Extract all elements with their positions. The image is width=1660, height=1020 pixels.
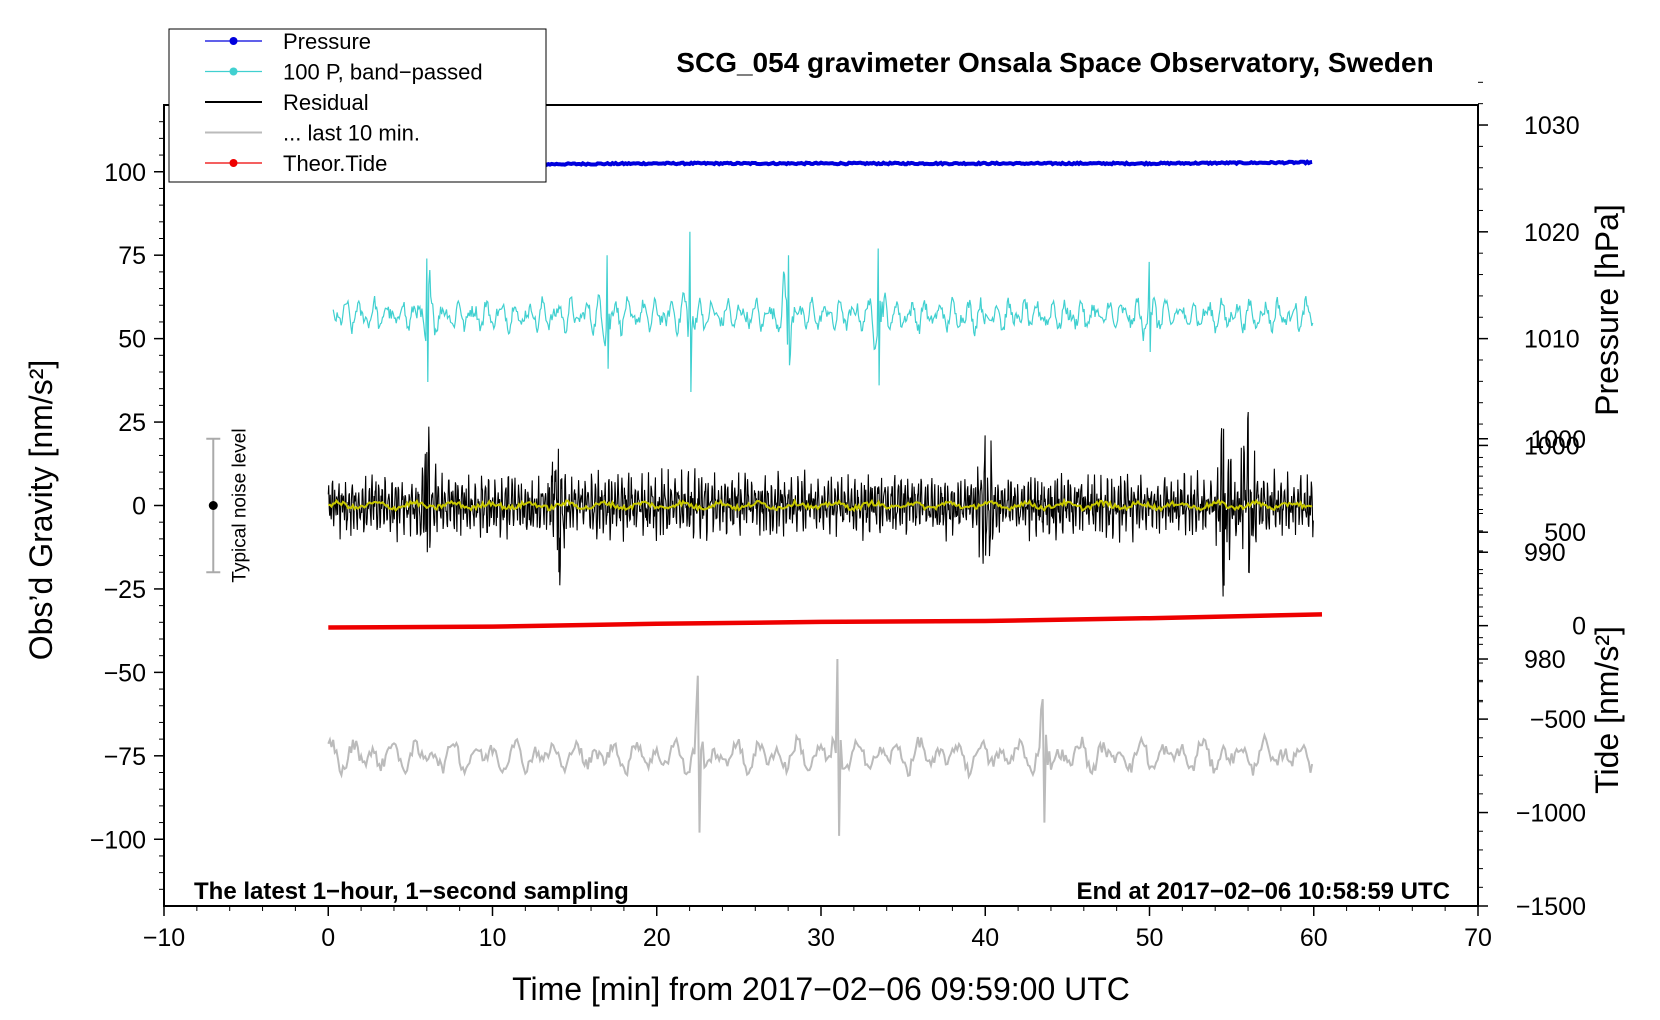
y-axis-pressure-title: Pressure [hPa] (1589, 204, 1625, 416)
y-pressure-tick-label: 1020 (1524, 219, 1580, 247)
series-residual (327, 411, 1314, 597)
y-left-tick-label: −50 (104, 659, 146, 687)
y-pressure-tick-label: 980 (1524, 646, 1566, 674)
legend: Pressure 100 P, band−passed Residual ... la… (168, 28, 547, 183)
legend-label-4: Theor.Tide (283, 151, 387, 176)
legend-label-3: ... last 10 min. (283, 121, 420, 146)
legend-marker-0 (229, 37, 238, 45)
y-tide-tick-label: −1500 (1516, 893, 1586, 921)
y-left-tick-label: 25 (118, 409, 146, 437)
y-left-tick-label: 0 (132, 493, 146, 521)
chart-title: SCG_054 gravimeter Onsala Space Observat… (676, 47, 1433, 78)
y-left-tick-label: 50 (118, 326, 146, 354)
y-left-tick-label: −100 (90, 826, 146, 854)
y-tide-tick-label: 500 (1544, 519, 1586, 547)
y-axis-tide-title: Tide [nm/s²] (1589, 626, 1625, 794)
y-axis-left-title: Obs’d Gravity [nm/s²] (23, 360, 59, 661)
x-tick-label: 60 (1300, 924, 1328, 952)
y-left-tick-label: −25 (104, 576, 146, 604)
ticks-layer: −10 0 10 20 30 40 50 60 701007550250−25−50−75−10… (90, 81, 1586, 952)
legend-label-2: Residual (283, 90, 369, 115)
noise-level-indicator: Typical noise level (206, 428, 250, 583)
x-tick-label: 20 (643, 924, 671, 952)
noise-level-label: Typical noise level (229, 428, 250, 582)
series-residual-smoothed (327, 497, 1313, 513)
x-tick-label: 10 (479, 924, 507, 952)
x-axis-title: Time [min] from 2017−02−06 09:59:00 UTC (512, 971, 1130, 1007)
y-left-tick-label: 100 (104, 159, 146, 187)
annotation-sampling: The latest 1−hour, 1−second sampling (194, 878, 629, 905)
x-tick-label: 30 (807, 924, 835, 952)
y-pressure-tick-label: 1000 (1524, 432, 1580, 460)
y-pressure-tick-label: 1030 (1524, 112, 1580, 140)
x-tick-label: 40 (971, 924, 999, 952)
x-tick-label: 0 (321, 924, 335, 952)
x-tick-label: 50 (1136, 924, 1164, 952)
legend-marker-1 (229, 67, 238, 76)
y-left-tick-label: −75 (104, 743, 146, 771)
annotation-end-time: End at 2017−02−06 10:58:59 UTC (1076, 878, 1450, 905)
legend-label-1: 100 P, band−passed (283, 60, 483, 85)
series-pressure-bandpassed (332, 231, 1314, 393)
legend-box (168, 28, 547, 183)
y-pressure-tick-label: 990 (1524, 539, 1566, 567)
series-theor-tide (328, 612, 1323, 630)
x-tick-label: −10 (143, 924, 185, 952)
legend-label-0: Pressure (283, 29, 371, 54)
y-left-tick-label: 75 (118, 242, 146, 270)
y-tide-tick-label: 0 (1572, 613, 1586, 641)
x-tick-label: 70 (1464, 924, 1492, 952)
y-pressure-tick-label: 1010 (1524, 326, 1580, 354)
y-tide-tick-label: −500 (1530, 706, 1586, 734)
legend-marker-4 (229, 159, 238, 167)
series-last-10-min (327, 658, 1314, 836)
y-tide-tick-label: −1000 (1516, 800, 1586, 828)
y-tide-tick-label: 1000 (1530, 426, 1586, 454)
